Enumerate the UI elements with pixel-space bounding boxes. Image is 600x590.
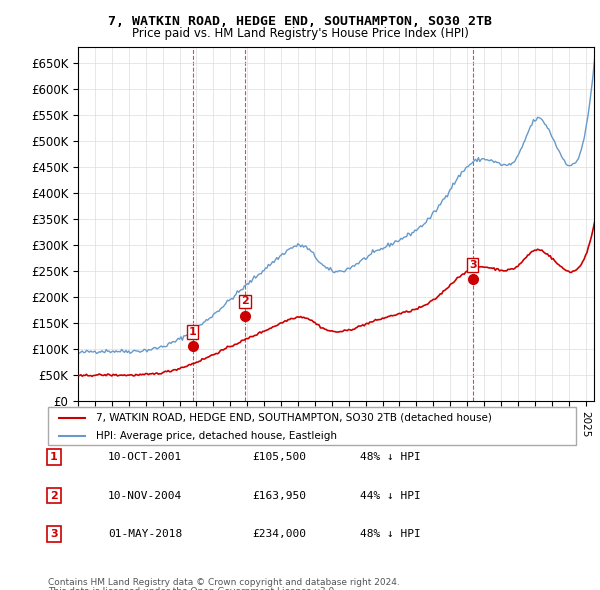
Text: 7, WATKIN ROAD, HEDGE END, SOUTHAMPTON, SO30 2TB (detached house): 7, WATKIN ROAD, HEDGE END, SOUTHAMPTON, …: [95, 413, 491, 423]
Text: Contains HM Land Registry data © Crown copyright and database right 2024.: Contains HM Land Registry data © Crown c…: [48, 578, 400, 587]
Text: 2: 2: [50, 491, 58, 500]
FancyBboxPatch shape: [48, 407, 576, 445]
Text: HPI: Average price, detached house, Eastleigh: HPI: Average price, detached house, East…: [95, 431, 337, 441]
Text: £105,500: £105,500: [252, 453, 306, 462]
Text: 3: 3: [50, 529, 58, 539]
Text: 3: 3: [469, 260, 476, 270]
Text: £163,950: £163,950: [252, 491, 306, 500]
Text: 01-MAY-2018: 01-MAY-2018: [108, 529, 182, 539]
Text: 48% ↓ HPI: 48% ↓ HPI: [360, 529, 421, 539]
Text: 48% ↓ HPI: 48% ↓ HPI: [360, 453, 421, 462]
Text: 1: 1: [189, 327, 197, 337]
Text: 7, WATKIN ROAD, HEDGE END, SOUTHAMPTON, SO30 2TB: 7, WATKIN ROAD, HEDGE END, SOUTHAMPTON, …: [108, 15, 492, 28]
Text: 10-NOV-2004: 10-NOV-2004: [108, 491, 182, 500]
Text: 10-OCT-2001: 10-OCT-2001: [108, 453, 182, 462]
Text: £234,000: £234,000: [252, 529, 306, 539]
Text: 44% ↓ HPI: 44% ↓ HPI: [360, 491, 421, 500]
Text: 1: 1: [50, 453, 58, 462]
Text: Price paid vs. HM Land Registry's House Price Index (HPI): Price paid vs. HM Land Registry's House …: [131, 27, 469, 40]
Text: This data is licensed under the Open Government Licence v3.0.: This data is licensed under the Open Gov…: [48, 587, 337, 590]
Text: 2: 2: [241, 297, 249, 306]
